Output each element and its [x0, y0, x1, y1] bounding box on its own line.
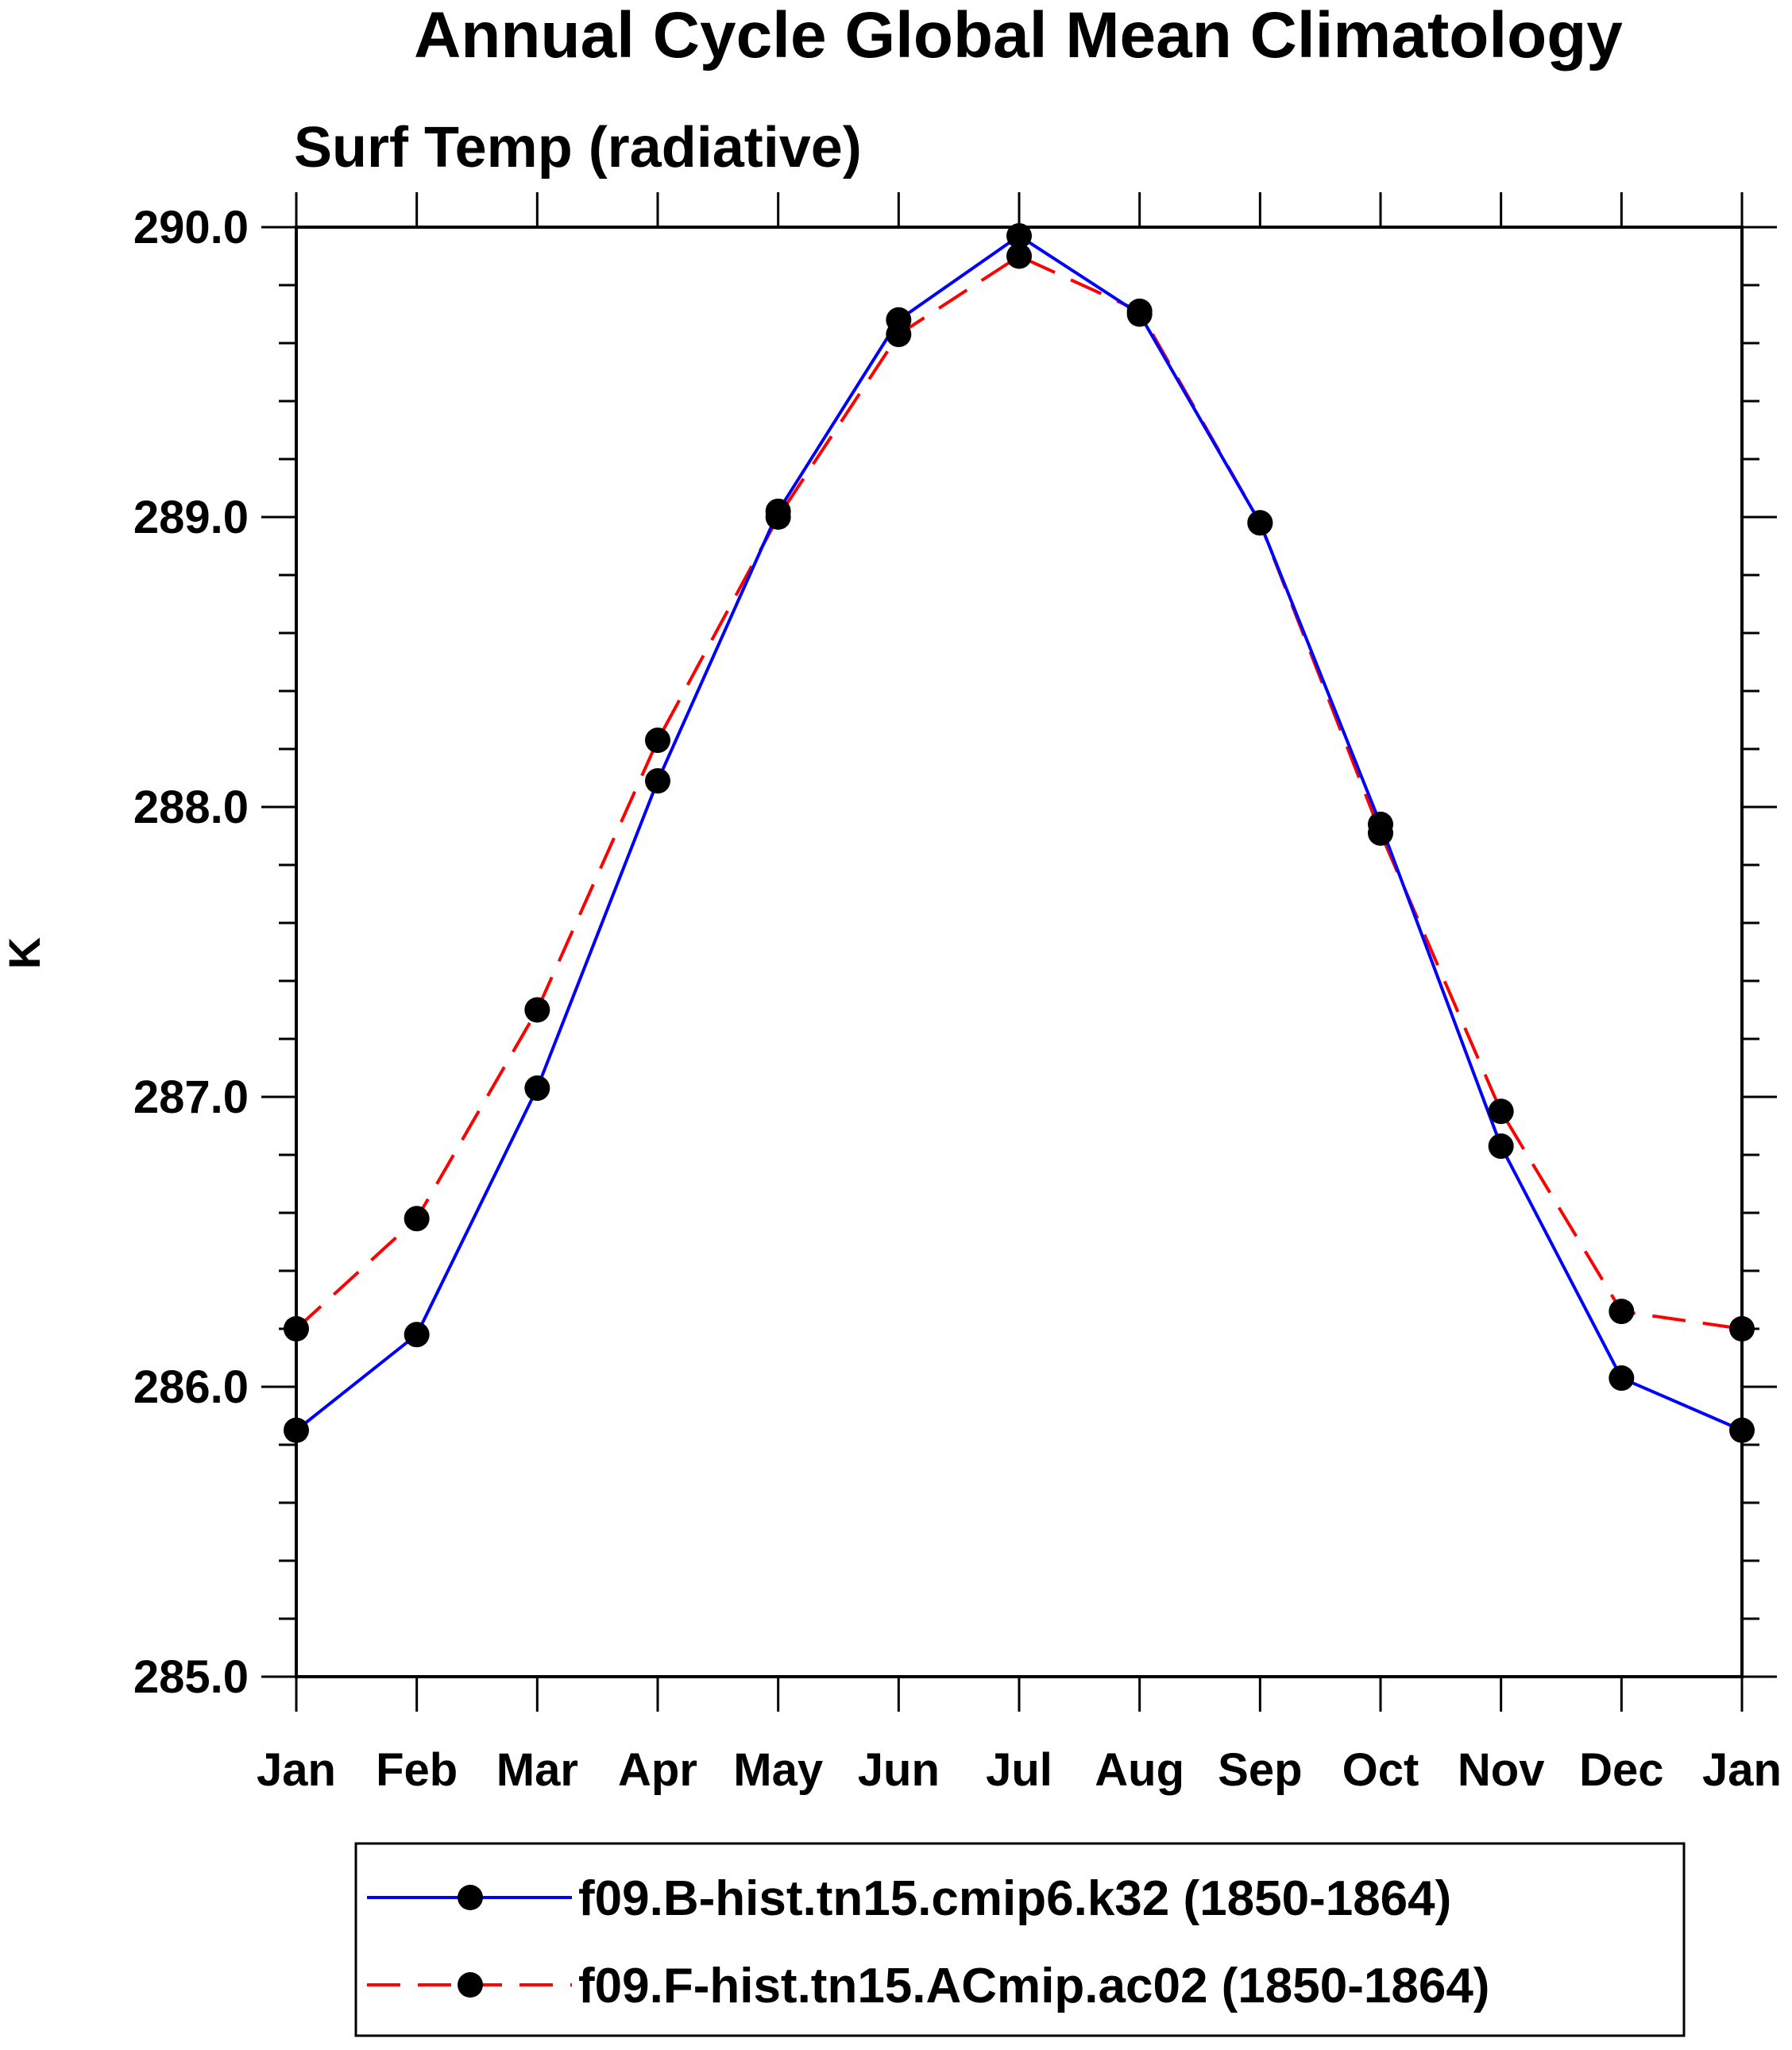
series-1-point: [284, 1417, 309, 1443]
legend-entry-label: f09.F-hist.tn15.ACmip.ac02 (1850-1864): [578, 1959, 1489, 2013]
x-tick-label: Nov: [1458, 1744, 1545, 1796]
x-tick-label: Dec: [1579, 1744, 1663, 1796]
legend-box: [354, 1842, 1686, 2037]
series-2-point: [1488, 1098, 1514, 1125]
x-tick-label: Jun: [858, 1744, 940, 1796]
y-axis-label: K: [0, 937, 49, 969]
legend-swatch-marker: [458, 1885, 483, 1910]
series-2-point: [1006, 243, 1032, 269]
y-tick-label: 286.0: [133, 1361, 249, 1413]
x-tick-label: Feb: [376, 1744, 458, 1796]
x-tick-label: Jul: [986, 1744, 1052, 1796]
series-2-point: [1609, 1299, 1635, 1325]
series-1-point: [524, 1075, 550, 1102]
series-2-point: [1247, 510, 1273, 536]
series-2-point: [524, 997, 550, 1023]
legend-entry-label: f09.B-hist.tn15.cmip6.k32 (1850-1864): [578, 1871, 1451, 1926]
series-1-point: [645, 768, 670, 794]
x-tick-label: Mar: [496, 1744, 578, 1796]
x-tick-label: Aug: [1095, 1744, 1184, 1796]
series-2-point: [404, 1206, 430, 1232]
series-2-point: [1368, 820, 1393, 846]
chart-subtitle: Surf Temp (radiative): [294, 116, 862, 180]
y-tick-label: 290.0: [133, 202, 249, 253]
y-tick-label: 289.0: [133, 492, 249, 543]
x-tick-label: Apr: [618, 1744, 697, 1796]
x-tick-label: Sep: [1218, 1744, 1302, 1796]
series-2-point: [1729, 1316, 1755, 1342]
plot-frame: [295, 226, 1744, 1678]
x-tick-label: May: [733, 1744, 823, 1796]
series-2-point: [765, 504, 791, 530]
series-2-point: [1126, 298, 1153, 324]
series-line-2: [295, 254, 1743, 1330]
chart-title: Annual Cycle Global Mean Climatology: [414, 0, 1623, 71]
x-tick-label: Jan: [257, 1744, 336, 1796]
series-2-point: [886, 322, 912, 348]
y-tick-label: 287.0: [133, 1071, 249, 1123]
series-1-point: [1488, 1133, 1514, 1160]
series-1-point: [1006, 222, 1032, 249]
series-1-point: [1609, 1365, 1635, 1392]
series-2-point: [284, 1316, 309, 1342]
y-tick-label: 285.0: [133, 1651, 249, 1703]
plot-area: 285.0 286.0 287.0 288.0 289.0 290.0 Jan Feb Mar A…: [133, 192, 1782, 1796]
series-1-point: [1729, 1417, 1755, 1443]
series-line-1: [295, 234, 1743, 1432]
x-tick-label: Oct: [1342, 1744, 1419, 1796]
legend-swatch-marker: [458, 1972, 483, 1998]
series-1-point: [404, 1322, 430, 1348]
series-2-point: [645, 728, 670, 754]
y-tick-label: 288.0: [133, 782, 249, 833]
legend: f09.B-hist.tn15.cmip6.k32 (1850-1864) f09…: [354, 1842, 1686, 2037]
x-tick-label: Jan: [1702, 1744, 1782, 1796]
